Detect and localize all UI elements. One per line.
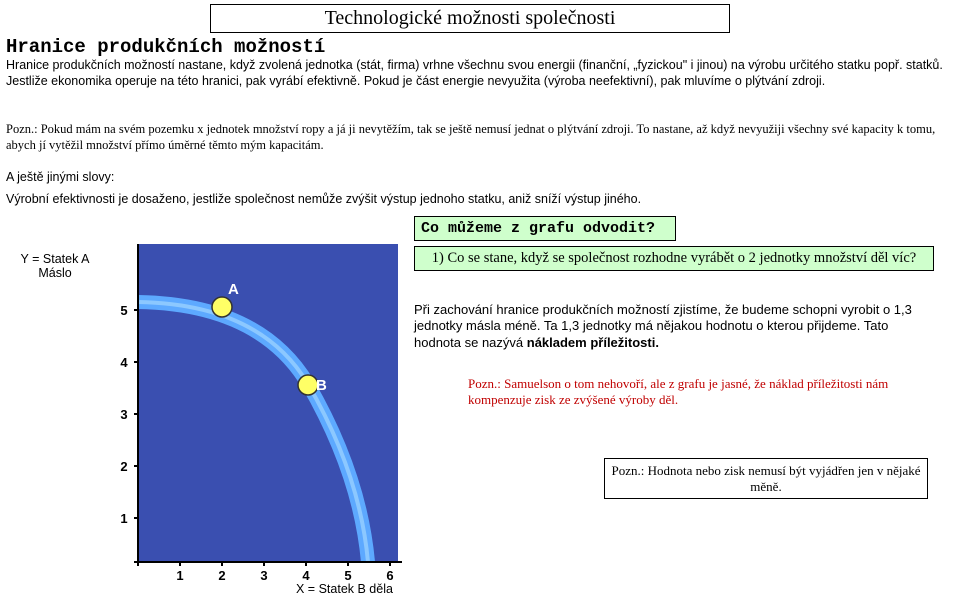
explanation-paragraph: Při zachování hranice produkčních možnos… bbox=[414, 302, 934, 351]
note-2: Pozn.: Samuelson o tom nehovoří, ale z g… bbox=[468, 376, 938, 407]
point-a-marker bbox=[212, 297, 232, 317]
x-ticks: 1 2 3 4 5 6 bbox=[176, 562, 393, 583]
y-tick-label: 5 bbox=[120, 303, 127, 318]
opportunity-cost-term: nákladem příležitosti. bbox=[527, 335, 659, 350]
point-b-marker bbox=[298, 375, 318, 395]
note-3: Pozn.: Hodnota nebo zisk nemusí být vyjá… bbox=[604, 458, 928, 499]
point-b-label: B bbox=[316, 377, 327, 394]
point-a-label: A bbox=[228, 281, 239, 298]
note-1: Pozn.: Pokud mám na svém pozemku x jedno… bbox=[6, 122, 954, 153]
x-tick-label: 1 bbox=[176, 568, 183, 583]
y-axis-label: Y = Statek A Máslo bbox=[10, 252, 100, 280]
x-tick-label: 3 bbox=[260, 568, 267, 583]
y-tick-label: 1 bbox=[120, 511, 127, 526]
ppf-chart-svg: 1 2 3 4 5 1 2 3 4 5 6 A B bbox=[110, 244, 410, 596]
x-tick-label: 5 bbox=[344, 568, 351, 583]
x-tick-label: 6 bbox=[386, 568, 393, 583]
y-ticks: 1 2 3 4 5 bbox=[120, 303, 138, 526]
y-axis-label-b: Máslo bbox=[38, 266, 71, 280]
y-tick-label: 4 bbox=[120, 355, 128, 370]
x-tick-label: 4 bbox=[302, 568, 310, 583]
ppf-chart: 1 2 3 4 5 1 2 3 4 5 6 A B bbox=[110, 244, 410, 596]
highlight-question: Co můžeme z grafu odvodit? bbox=[414, 216, 676, 241]
section-heading: Hranice produkčních možností bbox=[6, 36, 325, 58]
definition-paragraph: Výrobní efektivnosti je dosaženo, jestli… bbox=[6, 192, 954, 206]
intro-paragraph: Hranice produkčních možností nastane, kd… bbox=[6, 58, 954, 89]
sub-heading: A ještě jinými slovy: bbox=[6, 170, 114, 184]
x-tick-label: 2 bbox=[218, 568, 225, 583]
highlight-question-1: 1) Co se stane, když se společnost rozho… bbox=[414, 246, 934, 271]
y-tick-label: 2 bbox=[120, 459, 127, 474]
explanation-text: Při zachování hranice produkčních možnos… bbox=[414, 302, 912, 350]
y-axis-label-a: Y = Statek A bbox=[21, 252, 90, 266]
x-axis-label: X = Statek B děla bbox=[296, 582, 393, 596]
y-tick-label: 3 bbox=[120, 407, 127, 422]
page-title: Technologické možnosti společnosti bbox=[210, 4, 730, 33]
